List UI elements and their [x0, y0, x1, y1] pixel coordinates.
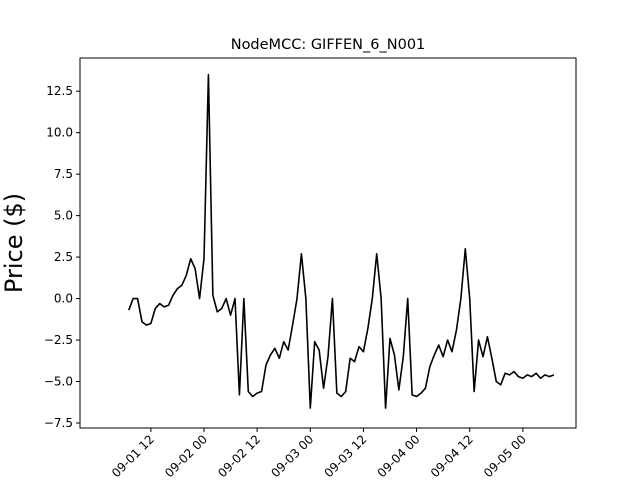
- y-axis-ticks: 12.5 10.0 7.5 5.0 2.5 0.0 −2.5 −5.0 −7.5: [44, 84, 80, 430]
- x-tick-label: 09-02 00: [162, 432, 210, 480]
- y-axis-label: Price ($): [0, 193, 28, 293]
- y-tick-label: −7.5: [44, 416, 73, 430]
- y-tick-label: −5.0: [44, 375, 73, 389]
- y-tick-label: 5.0: [54, 209, 73, 223]
- x-tick-label: 09-04 00: [375, 432, 423, 480]
- y-tick-label: 0.0: [54, 292, 73, 306]
- price-series-line: [127, 73, 555, 409]
- y-tick-label: −2.5: [44, 333, 73, 347]
- y-tick-label: 10.0: [46, 126, 73, 140]
- x-tick-label: 09-03 00: [268, 432, 316, 480]
- x-tick-label: 09-05 00: [481, 432, 529, 480]
- x-axis-ticks: 09-01 12 09-02 00 09-02 12 09-03 00 09-03 12…: [109, 428, 529, 480]
- y-tick-label: 12.5: [46, 84, 73, 98]
- x-tick-label: 09-03 12: [321, 432, 369, 480]
- x-tick-label: 09-01 12: [109, 432, 157, 480]
- x-tick-label: 09-02 12: [215, 432, 263, 480]
- axes-frame: [79, 57, 577, 429]
- plot-area: 12.5 10.0 7.5 5.0 2.5 0.0 −2.5 −5.0 −7.5 09-01 1…: [44, 57, 577, 480]
- y-tick-label: 2.5: [54, 250, 73, 264]
- x-tick-label: 09-04 12: [428, 432, 476, 480]
- chart-title: NodeMCC: GIFFEN_6_N001: [231, 37, 426, 53]
- y-tick-label: 7.5: [54, 167, 73, 181]
